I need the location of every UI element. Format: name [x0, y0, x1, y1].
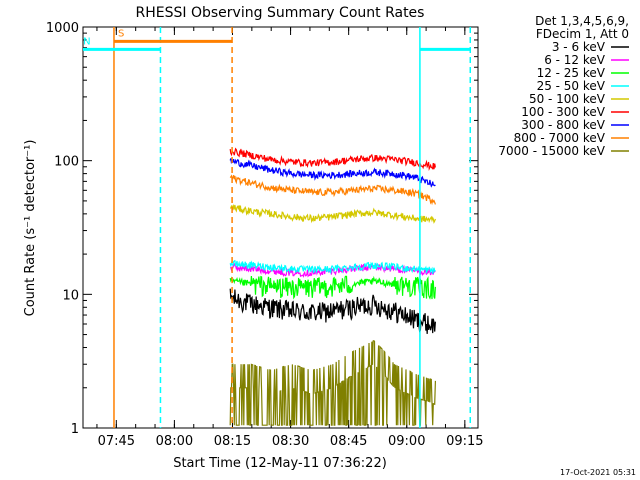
plot-frame [82, 26, 479, 429]
series-line-3 [229, 259, 436, 275]
series-line-2 [229, 275, 436, 300]
annotation-label-s: S [118, 28, 124, 39]
x-axis-label: Start Time (12-May-11 07:36:22) [173, 456, 387, 471]
legend-entry-label: 25 - 50 keV [537, 79, 606, 93]
chart-title: RHESSI Observing Summary Count Rates [136, 5, 425, 21]
legend-entry-label: 6 - 12 keV [544, 53, 606, 67]
y-tick-label: 100 [54, 155, 79, 170]
legend-entry-label: 100 - 300 keV [521, 105, 605, 119]
legend-entry-label: 7000 - 15000 keV [498, 144, 605, 158]
y-tick-label: 1 [71, 422, 79, 437]
legend-entry-label: 300 - 800 keV [521, 118, 605, 132]
legend-entry-label: 3 - 6 keV [552, 40, 606, 54]
y-tick-label: 1000 [46, 21, 79, 36]
x-tick-label: 08:30 [272, 434, 309, 449]
legend-header-line: FDecim 1, Att 0 [536, 27, 629, 41]
x-tick-label: 07:45 [98, 434, 135, 449]
legend-entry-label: 800 - 7000 keV [514, 131, 606, 145]
footer-timestamp: 17-Oct-2021 05:31 [560, 468, 636, 477]
legend-entry-label: 12 - 25 keV [537, 66, 606, 80]
legend-header-line: Det 1,3,4,5,6,9, [535, 14, 629, 28]
x-tick-label: 08:15 [214, 434, 251, 449]
y-tick-label: 10 [62, 288, 79, 303]
series-line-8 [229, 340, 436, 426]
series-line-1 [229, 262, 436, 278]
x-tick-label: 09:00 [388, 434, 425, 449]
series-line-4 [230, 203, 436, 224]
x-tick-label: 08:45 [330, 434, 367, 449]
y-axis-label: Count Rate (s⁻¹ detector⁻¹) [23, 140, 38, 317]
x-tick-label: 08:00 [156, 434, 193, 449]
series-line-0 [229, 288, 436, 334]
plot-area: 07:45 08:00 08:15 08:30 08:45 09:00 09:15 1 10 10… [46, 21, 484, 449]
legend-entry-label: 50 - 100 keV [529, 92, 606, 106]
annotation-label-n: N [83, 36, 90, 47]
series-line-5 [229, 147, 436, 171]
x-tick-label: 09:15 [446, 434, 483, 449]
series-line-7 [229, 174, 436, 206]
legend: Det 1,3,4,5,6,9,FDecim 1, Att 03 - 6 keV… [498, 14, 629, 158]
series-line-6 [229, 158, 436, 188]
